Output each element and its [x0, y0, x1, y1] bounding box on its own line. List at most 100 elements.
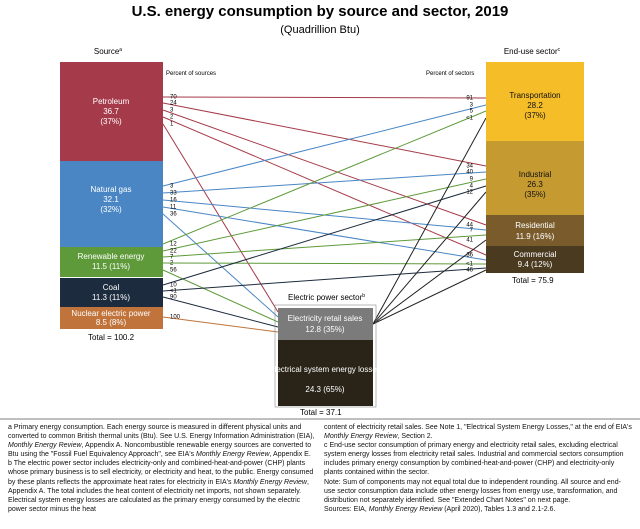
natural-gas-name: Natural gas [91, 185, 132, 194]
petroleum-value: 36.7 [103, 107, 119, 116]
footnote-sources: Sources: EIA, Monthly Energy Review (Apr… [324, 505, 556, 513]
flow-electricity-to-residential [372, 239, 487, 325]
electric-total: Total = 37.1 [300, 408, 342, 417]
source-header: Sourcea [94, 47, 122, 56]
source-pct-petroleum-1: 24 [170, 101, 177, 107]
industrial-name: Industrial [519, 170, 552, 179]
commercial-name: Commercial [514, 250, 557, 259]
flow-petroleum-to-electric [162, 123, 279, 313]
natural-gas-value: 32.1 [103, 195, 119, 204]
source-petroleum: Petroleum 36.7 (37%) [60, 62, 163, 161]
sector-pct-transport-0: 91 [466, 96, 473, 102]
percent-labels: 70243213331611361222725610<1901009135<13… [170, 95, 474, 321]
source-pct-renewable-0: 12 [170, 242, 177, 248]
source-pct-coal-0: 10 [170, 283, 177, 289]
transportation-box [486, 62, 584, 141]
flow-renewable-to-commercial [162, 262, 487, 265]
footnote-b: b The electric power sector includes ele… [8, 460, 314, 513]
flow-natgas-to-industrial [162, 171, 487, 194]
footnote-a: a Primary energy consumption. Each energ… [8, 424, 315, 459]
nuclear-value: 8.5 [96, 318, 108, 327]
electric-power-header: Electric power sectorb [288, 293, 365, 302]
natural-gas-box [60, 161, 163, 247]
flow-electricity-to-transport [372, 117, 487, 325]
sector-pct-industrial-2: 9 [470, 177, 474, 183]
sector-pct-transport-1: 3 [470, 103, 474, 109]
industrial-pct: (35%) [524, 190, 546, 199]
transportation-value: 28.2 [527, 101, 543, 110]
sector-pct-industrial-0: 34 [466, 164, 473, 170]
diagram-title: U.S. energy consumption by source and se… [132, 3, 509, 20]
source-pct-natgas-3: 11 [170, 205, 177, 211]
petroleum-name: Petroleum [93, 97, 130, 106]
residential-box [486, 215, 584, 246]
flow-natgas-to-commercial [162, 206, 487, 261]
petroleum-box [60, 62, 163, 161]
source-pct-natgas-1: 33 [170, 191, 177, 197]
sector-pct-commercial-0: 36 [466, 253, 473, 259]
source-pct-renewable-1: 22 [170, 249, 177, 255]
percent-of-sources-label: Percent of sources [166, 71, 216, 77]
electricity-retail-box [278, 308, 373, 340]
footnotes-left: a Primary energy consumption. Each energ… [8, 423, 316, 529]
nuclear-value-line: 8.5 (8%) [96, 318, 127, 327]
end-use-header: End-use sectorc [504, 47, 561, 56]
sector-pct-transport-3: <1 [466, 116, 474, 122]
sector-industrial: Industrial 26.3 (35%) [486, 141, 584, 215]
residential-name: Residential [515, 221, 555, 230]
sector-pct-residential-1: 7 [470, 228, 474, 234]
electrical-losses-box [278, 340, 373, 406]
source-pct-petroleum-0: 70 [170, 95, 177, 101]
sector-pct-industrial-3: 4 [470, 184, 474, 190]
source-pct-petroleum-3: 2 [170, 115, 174, 121]
transportation-pct: (37%) [524, 111, 546, 120]
sector-residential: Residential 11.9 (16%) [486, 215, 584, 246]
sector-pct-industrial-1: 40 [466, 170, 473, 176]
renewable-pct: (11%) [109, 262, 130, 271]
flow-petroleum-to-transport [162, 96, 487, 99]
nuclear-name: Nuclear electric power [71, 309, 150, 318]
coal-name: Coal [103, 283, 120, 292]
flow-coal-to-electric [162, 296, 279, 328]
sector-pct-commercial-1: <1 [466, 262, 474, 268]
electrical-losses-value: 24.3 (65%) [305, 385, 344, 394]
flow-renewable-to-residential [162, 234, 487, 258]
electric-power-frame [274, 304, 377, 408]
source-pct-renewable-3: 2 [170, 261, 174, 267]
flow-coal-to-commercial [162, 267, 487, 292]
source-pct-nuclear-0: 100 [170, 315, 181, 321]
petroleum-pct: (37%) [100, 117, 122, 126]
flow-natgas-to-electric [162, 213, 279, 318]
flow-petroleum-to-commercial [162, 116, 487, 256]
sector-pct-residential-0: 44 [466, 223, 473, 229]
coal-value-line: 11.3 (11%) [92, 293, 130, 302]
electric-power-sector: Electricity retail sales 12.8 (35%) Elec… [269, 304, 381, 408]
residential-value: 11.9 (16%) [516, 232, 555, 241]
percent-of-sectors-label: Percent of sectors [426, 71, 474, 77]
nuclear-pct: (8%) [109, 318, 126, 327]
footnotes: a Primary energy consumption. Each energ… [0, 419, 640, 529]
flow-renewable-to-industrial [162, 178, 487, 252]
flow-renewable-to-electric [162, 269, 279, 323]
source-pct-coal-2: 90 [170, 295, 177, 301]
source-pct-coal-1: <1 [170, 289, 178, 295]
sector-pct-commercial-2: 46 [466, 268, 473, 274]
renewable-value: 11.5 [92, 262, 108, 271]
footnote-note: Note: Sum of components may not equal to… [324, 478, 621, 504]
commercial-box [486, 246, 584, 273]
source-pct-renewable-4: 56 [170, 268, 177, 274]
industrial-box [486, 141, 584, 215]
flow-petroleum-to-industrial [162, 102, 487, 167]
renewable-name: Renewable energy [78, 252, 145, 261]
diagram-subtitle: (Quadrillion Btu) [280, 24, 359, 36]
source-renewable: Renewable energy 11.5 (11%) [60, 247, 163, 277]
source-pct-petroleum-2: 3 [170, 108, 174, 114]
flow-petroleum-to-residential [162, 109, 487, 226]
natural-gas-pct: (32%) [100, 205, 122, 214]
footnotes-right: content of electricity retail sales. See… [324, 423, 632, 529]
source-pct-natgas-2: 16 [170, 198, 177, 204]
flow-renewable-to-transport [162, 110, 487, 245]
electricity-retail-value: 12.8 (35%) [305, 325, 344, 334]
source-pct-natgas-0: 3 [170, 184, 174, 190]
